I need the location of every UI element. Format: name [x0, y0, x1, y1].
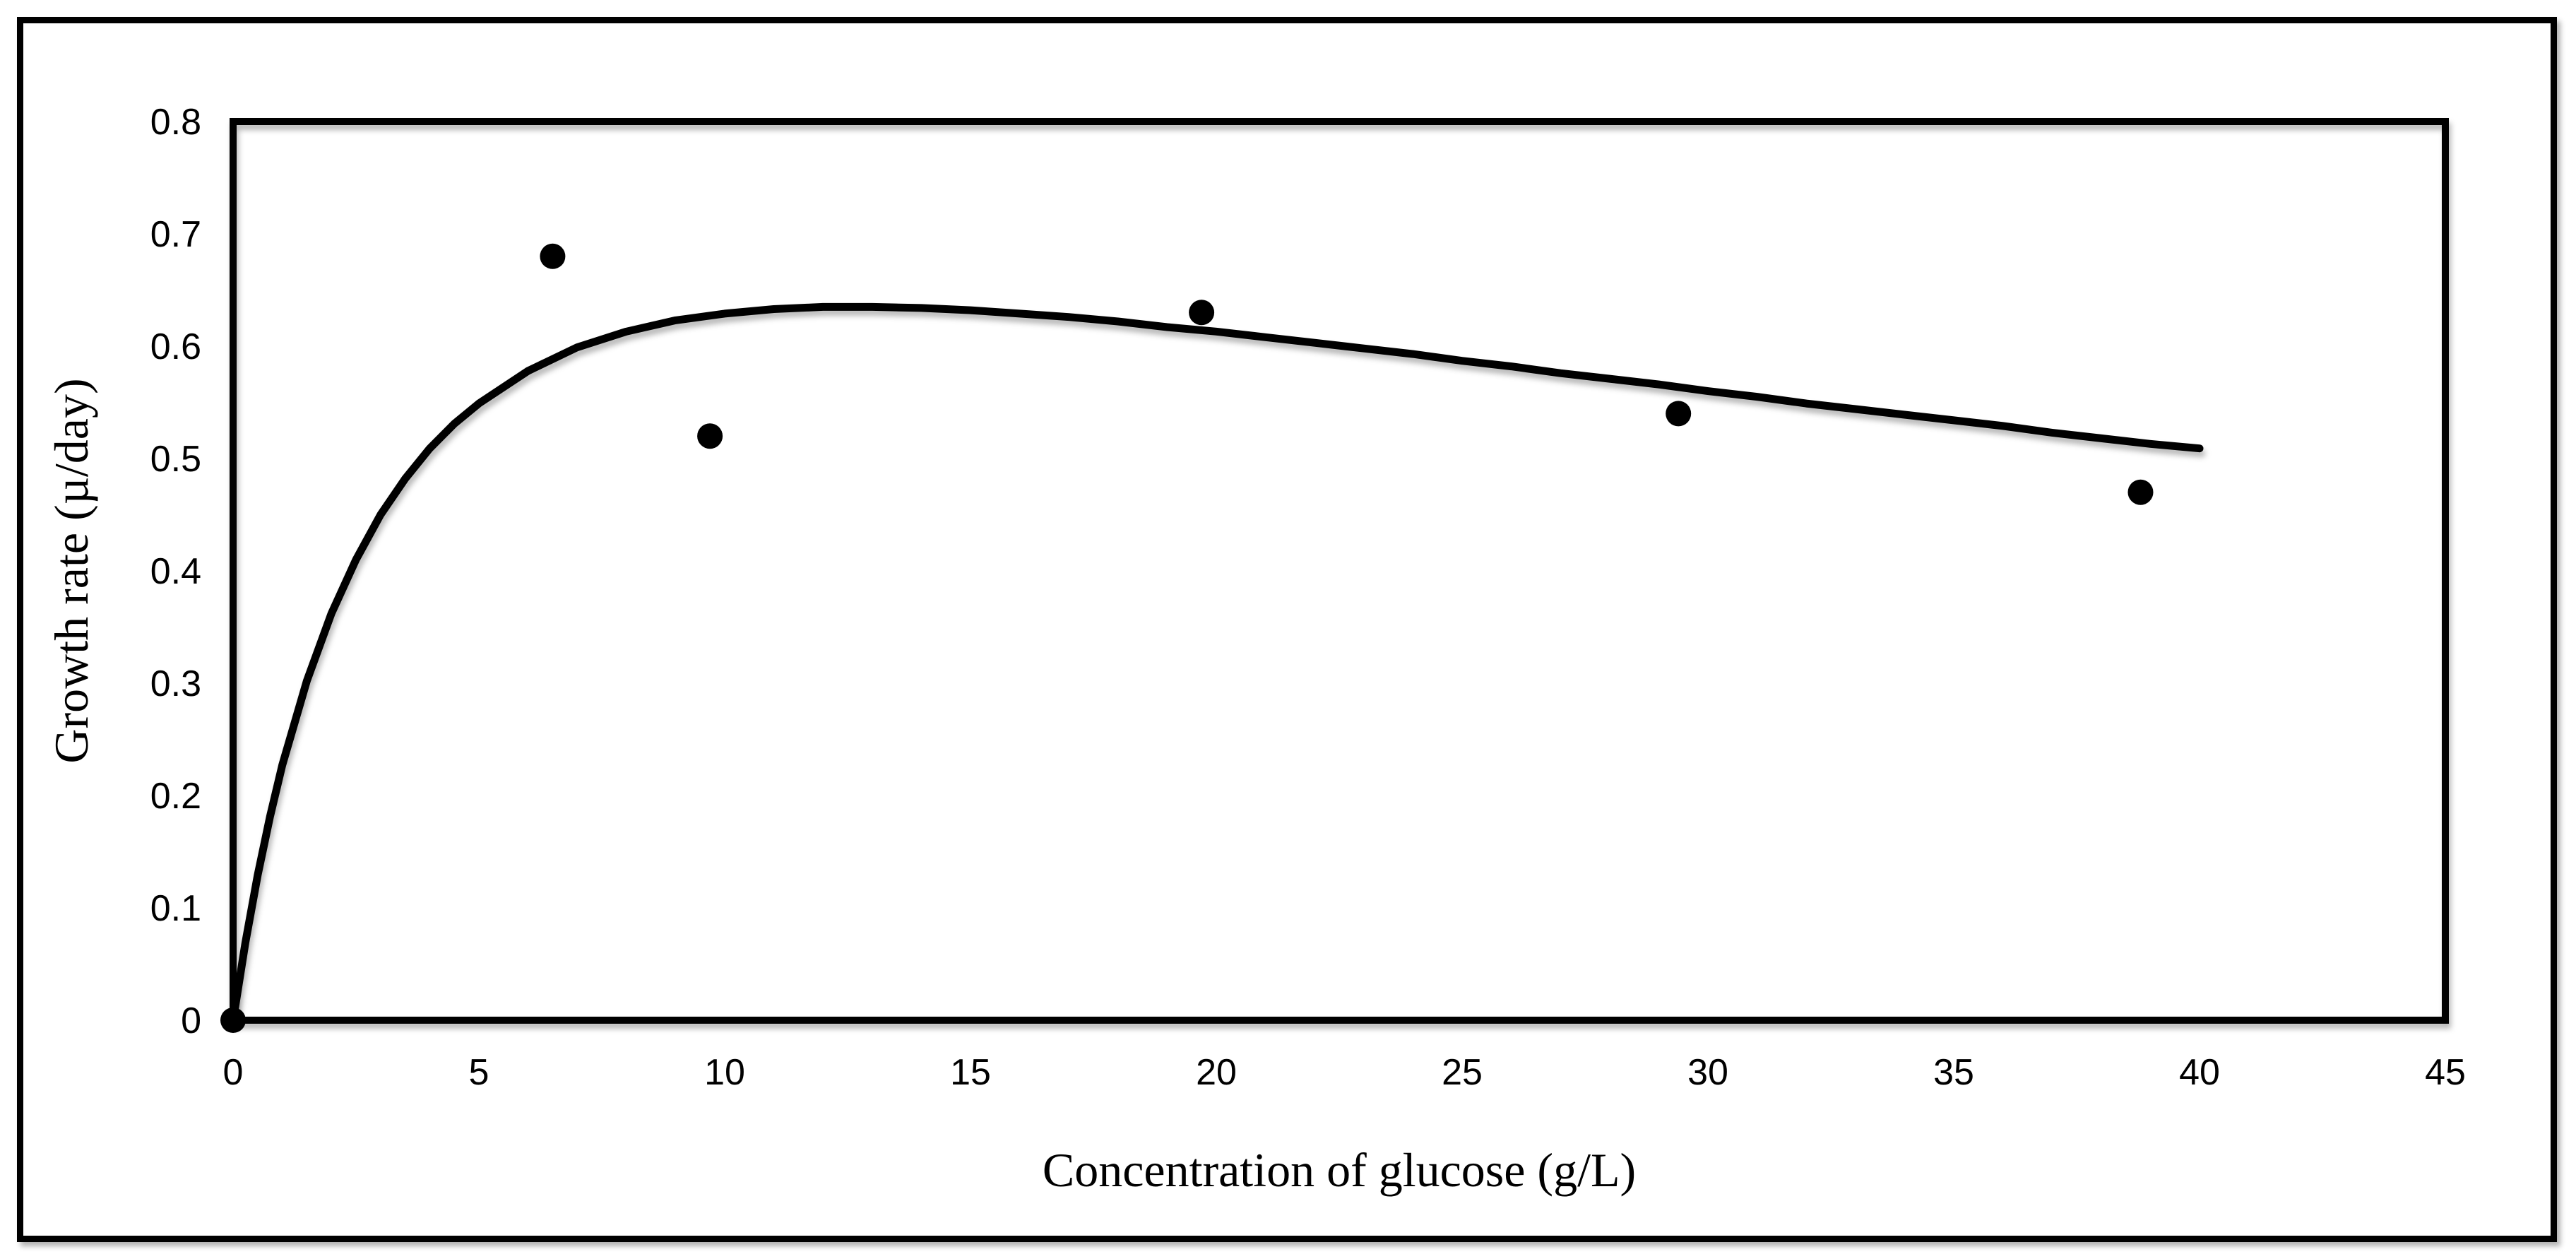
- y-tick-label: 0.6: [150, 326, 201, 367]
- fit-curve-series: [229, 302, 2204, 1024]
- y-tick-label: 0.2: [150, 776, 201, 817]
- y-tick-label: 0.3: [150, 663, 201, 704]
- x-tick-label: 45: [2425, 1052, 2466, 1093]
- figure-border: [17, 17, 2557, 1242]
- x-axis-tick-labels: 0 5 10 15 20 25 30 35 40 45: [223, 1052, 2466, 1093]
- x-axis-title: Concentration of glucose (g/L): [1043, 1143, 1636, 1197]
- y-tick-label: 0.8: [150, 102, 201, 143]
- fitted-curve: [229, 302, 2204, 1024]
- x-tick-label: 5: [469, 1052, 489, 1093]
- data-point: [1666, 401, 1692, 427]
- x-tick-label: 10: [704, 1052, 745, 1093]
- y-tick-label: 0.4: [150, 551, 201, 592]
- x-tick-label: 40: [2179, 1052, 2220, 1093]
- x-tick-label: 25: [1442, 1052, 1483, 1093]
- y-axis-tick-labels: 0 0.1 0.2 0.3 0.4 0.5 0.6 0.7 0.8: [150, 102, 201, 1041]
- plot-area: [230, 118, 2449, 1024]
- y-tick-label: 0: [181, 1000, 201, 1041]
- scatter-series: [220, 243, 2154, 1033]
- y-axis-title: Growth rate (µ/day): [44, 378, 98, 763]
- data-point: [540, 243, 566, 269]
- data-point: [220, 1007, 246, 1033]
- y-tick-label: 0.7: [150, 214, 201, 255]
- x-tick-label: 30: [1687, 1052, 1728, 1093]
- data-point: [697, 423, 723, 449]
- x-tick-label: 15: [950, 1052, 991, 1093]
- x-tick-label: 20: [1196, 1052, 1237, 1093]
- y-tick-label: 0.5: [150, 439, 201, 480]
- x-tick-label: 35: [1933, 1052, 1974, 1093]
- y-tick-label: 0.1: [150, 888, 201, 929]
- data-point: [2127, 479, 2154, 505]
- x-tick-label: 0: [223, 1052, 244, 1093]
- data-point: [1189, 300, 1215, 326]
